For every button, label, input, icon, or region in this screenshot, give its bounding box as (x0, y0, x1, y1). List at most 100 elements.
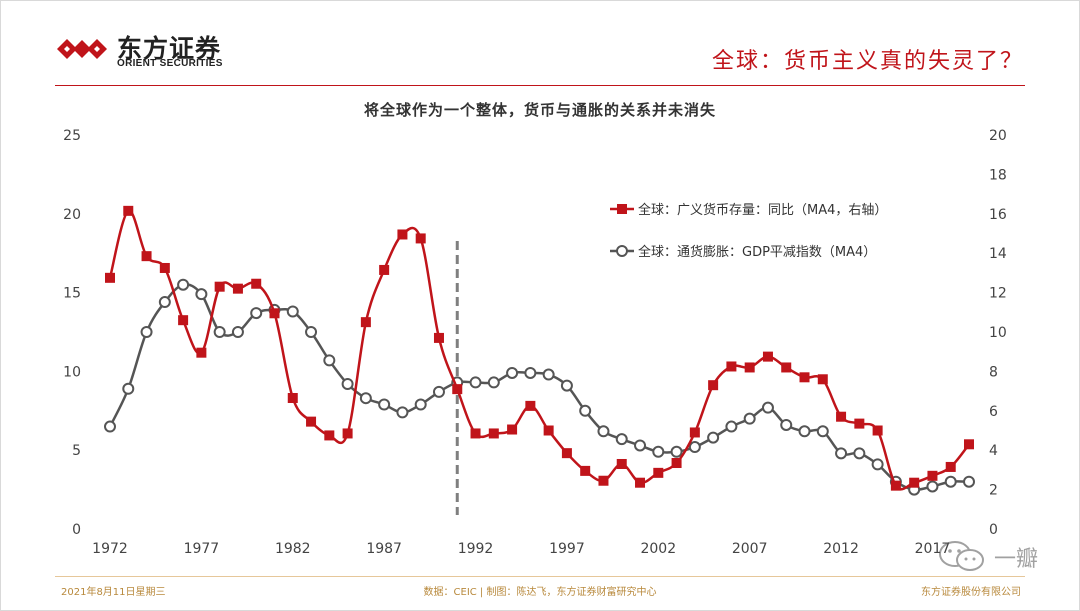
logo-en-text: ORIENT SECURITIES (117, 58, 223, 69)
gdp-deflator-point (231, 326, 244, 338)
right-axis-tick-label: 16 (989, 207, 1007, 223)
gdp-deflator-point (615, 433, 628, 446)
money-supply-point (744, 362, 755, 373)
orient-securities-logo: 东方证券 ORIENT SECURITIES (55, 27, 255, 77)
gdp-deflator-point (104, 420, 116, 433)
gdp-deflator-point (707, 431, 720, 444)
right-axis-tick-label: 18 (989, 167, 1007, 183)
x-axis-tick-label: 1977 (184, 541, 220, 557)
gdp-deflator-point (670, 445, 683, 458)
gdp-deflator-point (305, 326, 318, 338)
gdp-deflator-point (250, 307, 263, 320)
money-supply-point (543, 425, 554, 436)
money-supply-point (397, 229, 408, 240)
series-layer (104, 205, 975, 496)
right-axis-tick-label: 6 (989, 404, 998, 420)
left-axis-tick-label: 20 (63, 207, 81, 223)
legend-money-supply-marker (617, 204, 627, 214)
money-supply-point (342, 428, 353, 439)
wechat-watermark: 一瓣 (936, 539, 1056, 575)
money-supply-point (836, 411, 847, 422)
money-supply-point (561, 448, 572, 459)
money-supply-point (635, 477, 646, 488)
gdp-deflator-point (853, 447, 866, 460)
footer-company: 东方证券股份有限公司 (921, 587, 1021, 598)
money-supply-point (580, 465, 591, 476)
money-supply-point (781, 362, 792, 373)
left-axis-tick-label: 0 (72, 522, 81, 538)
gdp-deflator-point (122, 382, 135, 395)
gdp-deflator-point (944, 475, 957, 488)
gdp-deflator-point (816, 425, 829, 438)
gdp-deflator-point (835, 447, 848, 460)
footer-source: 数据：CEIC | 制图：陈达飞，东方证券财富研究中心 (423, 587, 657, 598)
left-axis-tick-label: 25 (63, 128, 81, 144)
gdp-deflator-point (359, 392, 372, 405)
right-axis-tick-label: 10 (989, 325, 1007, 341)
gdp-deflator-point (542, 368, 555, 381)
gdp-deflator-point (158, 296, 171, 309)
gdp-deflator-point (652, 445, 665, 458)
right-axis-tick-label: 4 (989, 443, 998, 459)
x-axis-tick-label: 1987 (366, 541, 402, 557)
axes-layer: 0 5 10 15 20 25 0 2 4 6 8 10 12 14 16 18 20 1972 1977 1982 1… (63, 128, 1007, 557)
money-supply-point (671, 458, 682, 469)
watermark-text: 一瓣 (994, 547, 1039, 572)
gdp-deflator-point (688, 441, 701, 454)
gdp-deflator-point (432, 385, 445, 398)
legend-gdp-deflator-label: 全球：通货膨胀：GDP平减指数（MA4） (638, 244, 876, 260)
gdp-deflator-point (213, 326, 226, 338)
footer-date: 2021年8月11日星期三 (61, 587, 166, 598)
gdp-deflator-point (597, 425, 610, 438)
money-supply-point (598, 475, 609, 486)
money-supply-point (689, 427, 700, 438)
gdp-deflator-point (195, 288, 208, 301)
gdp-deflator-point (378, 398, 391, 411)
money-supply-point (105, 272, 115, 283)
money-supply-point (306, 416, 317, 427)
gdp-deflator-point (414, 398, 427, 411)
left-axis-tick-label: 10 (63, 364, 81, 380)
money-supply-point (159, 262, 170, 273)
x-axis-tick-label: 2012 (823, 541, 859, 557)
footer-divider (55, 576, 1025, 577)
right-axis-tick-label: 0 (989, 522, 998, 538)
right-axis-tick-label: 12 (989, 286, 1007, 302)
money-supply-point (269, 308, 280, 319)
money-supply-point (909, 477, 920, 488)
money-supply-point (726, 361, 737, 372)
money-supply-point (232, 283, 243, 294)
gdp-deflator-point (396, 406, 409, 419)
logo-cn-text: 东方证券 (117, 34, 222, 63)
gdp-deflator-point (634, 439, 647, 452)
orient-logo-icon (57, 39, 107, 59)
money-supply-point (799, 372, 810, 383)
money-supply-point (854, 418, 865, 429)
gdp-deflator-point (743, 412, 756, 425)
money-supply-point (324, 430, 335, 441)
x-axis-tick-label: 2007 (732, 541, 768, 557)
money-supply-point (470, 428, 481, 439)
money-supply-point (872, 425, 883, 436)
gdp-deflator-point (506, 366, 519, 379)
gdp-deflator-point (286, 305, 299, 318)
money-supply-point (287, 392, 298, 403)
legend: 全球：广义货币存量：同比（MA4，右轴） 全球：通货膨胀：GDP平减指数（MA4） (610, 202, 887, 260)
right-axis-tick-label: 8 (989, 364, 998, 380)
gdp-deflator-point (341, 378, 354, 391)
money-supply-point (507, 424, 518, 435)
gdp-deflator-point (579, 404, 592, 417)
money-supply-point (214, 281, 225, 292)
money-supply-point (433, 332, 444, 343)
left-axis-tick-label: 5 (72, 443, 81, 459)
gdp-deflator-point (963, 475, 975, 488)
money-supply-point (616, 458, 627, 469)
money-supply-point (488, 428, 499, 439)
gdp-deflator-point (761, 401, 774, 414)
legend-money-supply-label: 全球：广义货币存量：同比（MA4，右轴） (638, 202, 887, 218)
gdp-deflator-point (871, 458, 884, 471)
gdp-deflator-point (926, 480, 939, 493)
gdp-deflator-point (323, 354, 336, 367)
